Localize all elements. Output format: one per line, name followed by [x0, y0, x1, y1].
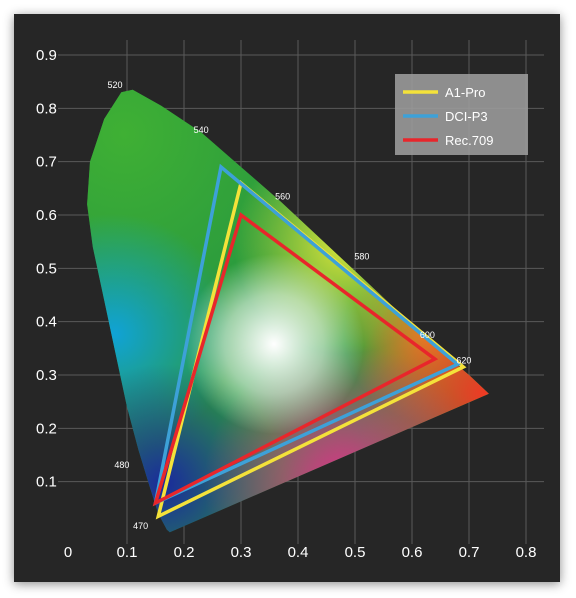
x-tick-label: 0.8 [516, 544, 537, 561]
y-tick-label: 0.5 [36, 260, 57, 277]
wavelength-label: 600 [420, 330, 435, 340]
x-tick-label: 0.1 [117, 544, 138, 561]
wavelength-label: 540 [194, 125, 209, 135]
y-tick-label: 0.9 [36, 47, 57, 64]
x-tick-label: 0.2 [174, 544, 195, 561]
series-rec-709-triangle [152, 212, 439, 507]
series-dci-p3-triangle [153, 163, 461, 507]
y-tick-label: 0.8 [36, 100, 57, 117]
wavelength-labels: 470 480 520 540 560 580 600 620 [108, 80, 472, 531]
legend-entry: Rec.709 [445, 133, 493, 148]
x-tick-label: 0 [64, 544, 72, 561]
wavelength-label: 470 [133, 521, 148, 531]
x-tick-label: 0.6 [402, 544, 423, 561]
y-tick-label: 0.6 [36, 207, 57, 224]
wavelength-label: 520 [108, 80, 123, 90]
gamut-triangles [152, 163, 467, 520]
legend: A1-Pro DCI-P3 Rec.709 [395, 74, 528, 155]
wavelength-label: 560 [275, 192, 290, 202]
x-tick-label: 0.3 [231, 544, 252, 561]
y-tick-label: 0.1 [36, 474, 57, 491]
wavelength-label: 480 [114, 460, 129, 470]
y-tick-label: 0.2 [36, 420, 57, 437]
axis-tick-labels: 0.1 0.2 0.3 0.4 0.5 0.6 0.7 0.8 0.9 0 0.1 0.2 0.3 0.4… [36, 47, 536, 561]
chromaticity-chart: 0.1 0.2 0.3 0.4 0.5 0.6 0.7 0.8 0.9 0 0.1 0.2 0.3 0.4… [36, 40, 544, 561]
x-tick-label: 0.7 [459, 544, 480, 561]
y-tick-label: 0.4 [36, 314, 57, 331]
x-tick-label: 0.5 [345, 544, 366, 561]
legend-entry: A1-Pro [445, 85, 485, 100]
y-tick-label: 0.7 [36, 154, 57, 171]
legend-entry: DCI-P3 [445, 109, 488, 124]
y-tick-label: 0.3 [36, 367, 57, 384]
chart-frame: 0.1 0.2 0.3 0.4 0.5 0.6 0.7 0.8 0.9 0 0.1 0.2 0.3 0.4… [14, 14, 560, 582]
wavelength-label: 620 [456, 355, 471, 365]
wavelength-label: 580 [354, 251, 369, 261]
x-tick-label: 0.4 [288, 544, 309, 561]
